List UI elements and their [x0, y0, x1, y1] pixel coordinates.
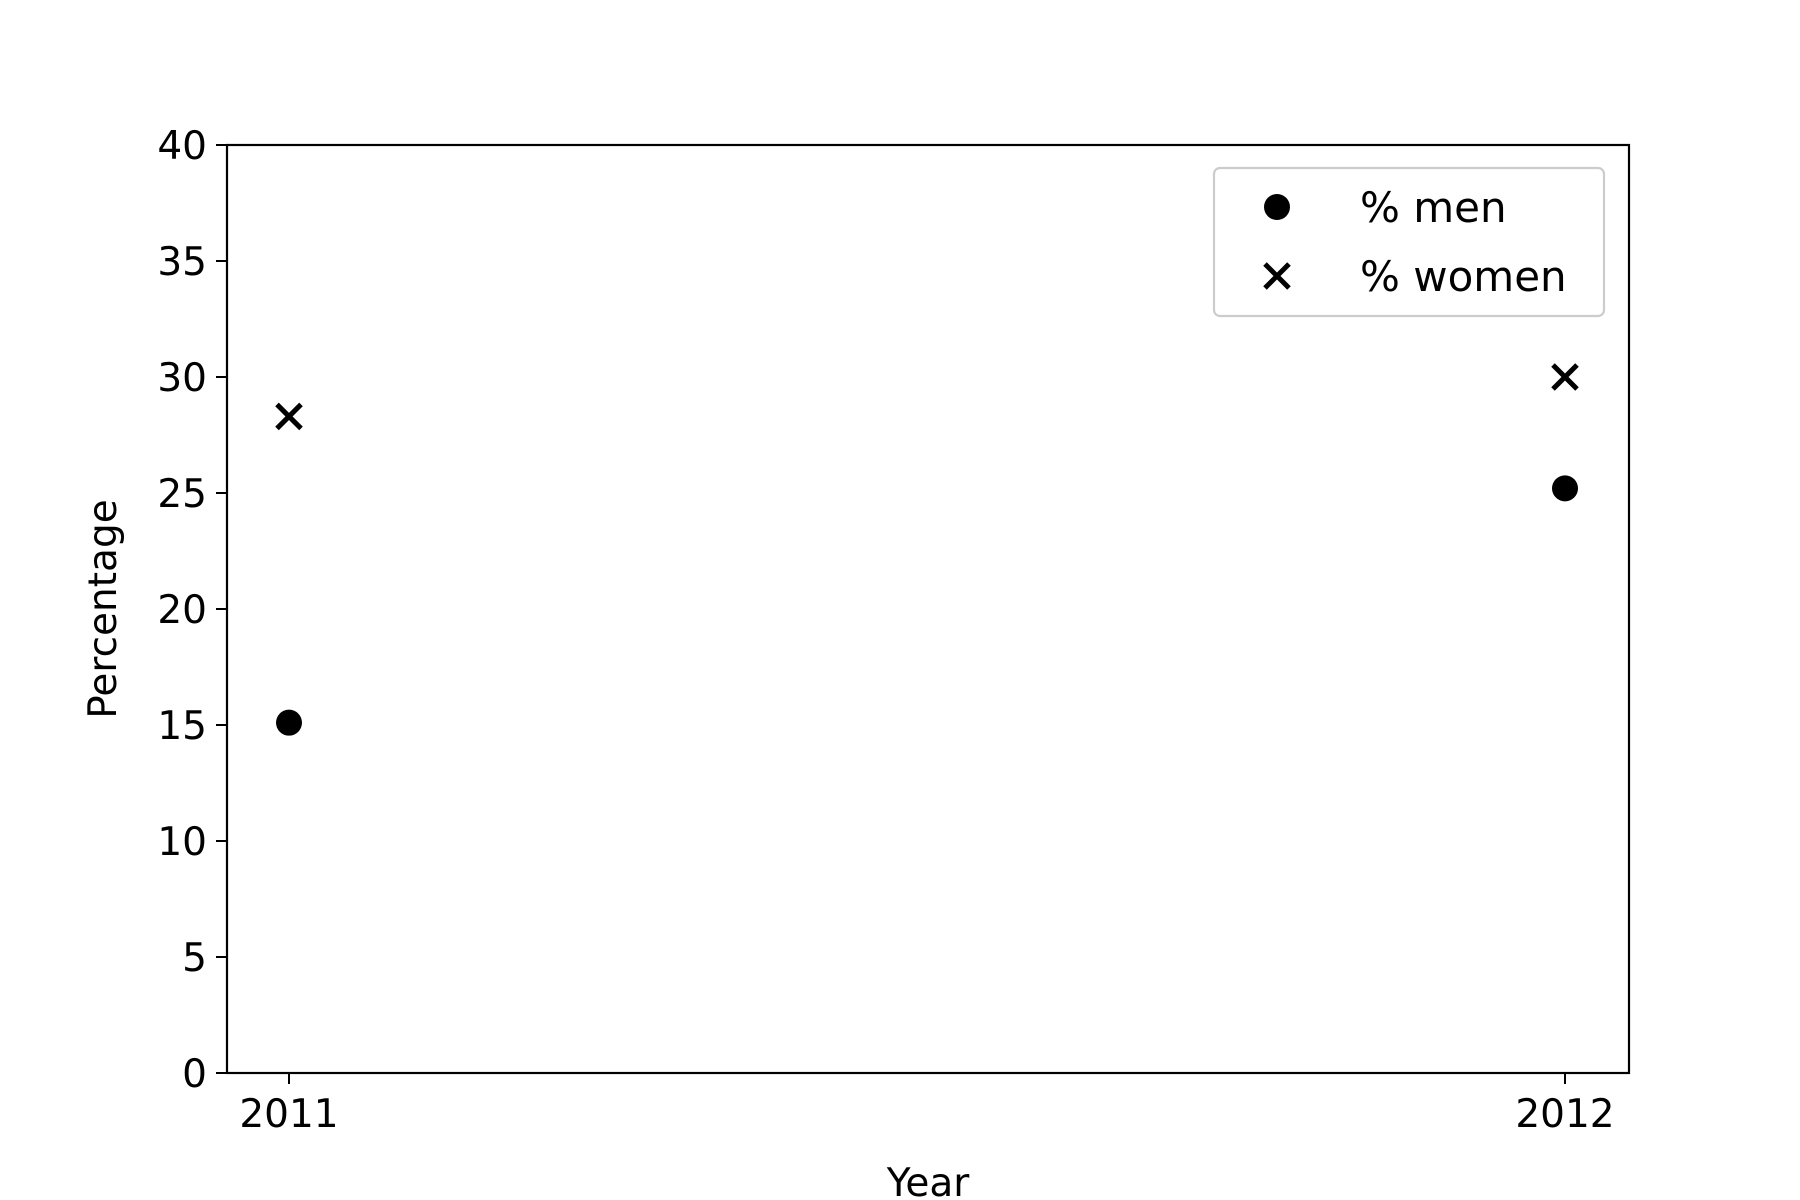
- y-axis-label: Percentage: [81, 499, 126, 718]
- y-axis-ticks: 0 5 10 15 20 25 30 35 40: [157, 124, 227, 1097]
- y-tick-label: 40: [157, 124, 207, 169]
- y-tick-label: 25: [157, 472, 207, 517]
- y-tick-label: 15: [157, 704, 207, 749]
- y-tick-label: 10: [157, 820, 207, 865]
- y-tick-label: 20: [157, 588, 207, 633]
- women-point-2012-stroke: [1551, 363, 1579, 391]
- legend-marker-women-stroke: [1263, 262, 1291, 290]
- women-point-2012: [1551, 363, 1579, 391]
- legend-label-women: % women: [1360, 252, 1567, 301]
- legend-frame: [1212, 166, 1606, 318]
- legend-marker-men: [1264, 194, 1290, 220]
- x-axis-label: Year: [886, 1161, 971, 1200]
- women-point-2011-stroke: [275, 402, 303, 431]
- x-tick-label: 2012: [1515, 1092, 1614, 1137]
- y-tick-label: 5: [182, 936, 207, 981]
- y-tick-label: 30: [157, 356, 207, 401]
- x-tick-label: 2011: [239, 1092, 338, 1137]
- data-points: [275, 363, 1579, 736]
- legend-marker-women: [1263, 262, 1291, 290]
- men-point-2011: [276, 709, 302, 736]
- legend-entries: % men % women: [1263, 183, 1567, 301]
- y-tick-label: 0: [182, 1052, 207, 1097]
- legend: % men % women: [1212, 166, 1606, 318]
- legend-label-men: % men: [1360, 183, 1507, 232]
- women-point-2011: [275, 402, 303, 431]
- plot-frame: [225, 143, 1631, 1075]
- y-tick-label: 35: [157, 240, 207, 285]
- x-axis-ticks: 2011 2012: [239, 1073, 1615, 1137]
- men-point-2012: [1552, 475, 1578, 502]
